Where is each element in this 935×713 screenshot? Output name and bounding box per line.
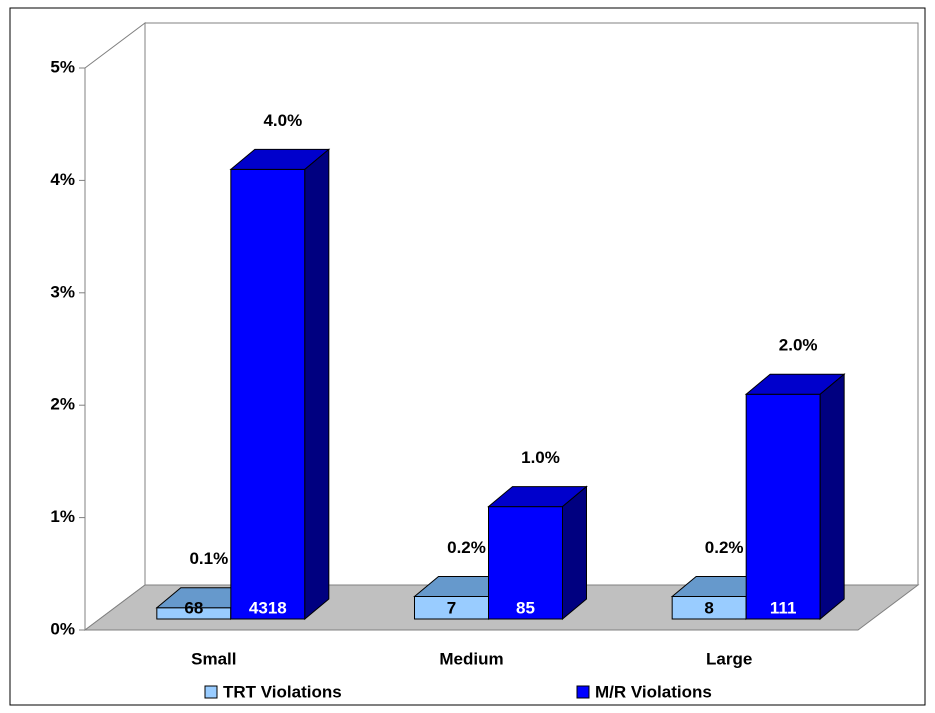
back-wall	[84, 22, 146, 631]
legend-swatch	[204, 685, 218, 699]
value-label: 0.1%	[189, 549, 228, 568]
bar-front	[745, 393, 821, 620]
value-label: 2.0%	[779, 336, 818, 355]
count-label: 4318	[249, 598, 287, 617]
value-label: 1.0%	[521, 448, 560, 467]
bar-side	[819, 373, 845, 621]
count-label: 68	[184, 598, 203, 617]
bar-side	[304, 148, 330, 621]
y-tick-label: 0%	[50, 619, 75, 638]
value-label: 0.2%	[705, 538, 744, 557]
count-label: 111	[770, 598, 797, 617]
y-tick-label: 4%	[50, 170, 75, 189]
legend-label: TRT Violations	[223, 682, 342, 701]
bar	[744, 373, 846, 621]
y-tick-label: 3%	[50, 282, 75, 301]
bar-side	[562, 485, 587, 621]
bar	[487, 485, 588, 621]
count-label: 85	[516, 598, 535, 617]
y-tick-label: 5%	[50, 57, 75, 76]
legend-swatch	[576, 685, 590, 699]
count-label: 8	[704, 598, 713, 617]
legend-label: M/R Violations	[595, 682, 712, 701]
bar	[229, 148, 331, 621]
x-tick-label: Medium	[439, 649, 503, 668]
x-tick-label: Large	[706, 649, 752, 668]
y-tick-label: 2%	[50, 395, 75, 414]
y-tick-label: 1%	[50, 507, 75, 526]
count-label: 7	[447, 598, 456, 617]
value-label: 0.2%	[447, 538, 486, 557]
x-tick-label: Small	[191, 649, 236, 668]
bar-front	[230, 168, 306, 620]
value-label: 4.0%	[263, 111, 302, 130]
